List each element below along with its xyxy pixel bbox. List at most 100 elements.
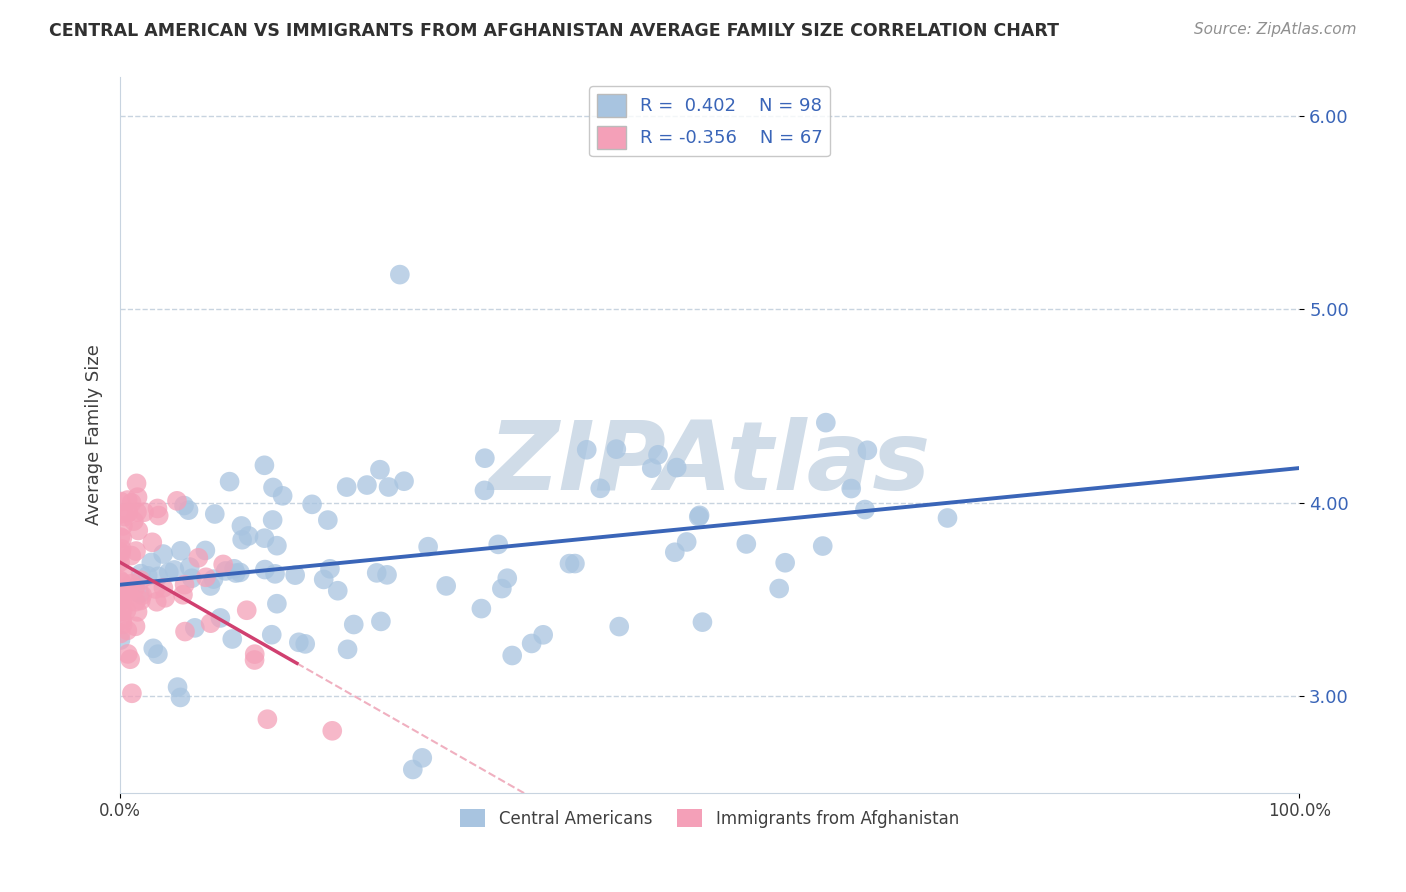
Point bbox=[129, 566, 152, 581]
Point bbox=[647, 448, 669, 462]
Point bbox=[187, 550, 209, 565]
Point bbox=[141, 535, 163, 549]
Point bbox=[204, 507, 226, 521]
Point bbox=[121, 496, 143, 510]
Point bbox=[375, 567, 398, 582]
Point bbox=[768, 582, 790, 596]
Point bbox=[474, 483, 496, 498]
Point bbox=[127, 524, 149, 538]
Point bbox=[641, 461, 664, 475]
Point bbox=[496, 571, 519, 585]
Point bbox=[262, 513, 284, 527]
Point bbox=[125, 544, 148, 558]
Point bbox=[664, 545, 686, 559]
Point bbox=[180, 571, 202, 585]
Point bbox=[575, 442, 598, 457]
Point bbox=[316, 513, 339, 527]
Point bbox=[110, 575, 132, 590]
Point bbox=[370, 615, 392, 629]
Point bbox=[128, 587, 150, 601]
Point bbox=[271, 489, 294, 503]
Point bbox=[125, 476, 148, 491]
Point bbox=[200, 616, 222, 631]
Point bbox=[115, 590, 138, 604]
Point bbox=[121, 686, 143, 700]
Point bbox=[260, 628, 283, 642]
Point bbox=[336, 480, 359, 494]
Point bbox=[136, 569, 159, 583]
Point bbox=[117, 624, 139, 638]
Point bbox=[110, 592, 132, 607]
Point bbox=[127, 490, 149, 504]
Point bbox=[692, 615, 714, 629]
Point bbox=[110, 494, 132, 508]
Text: ZIPAtlas: ZIPAtlas bbox=[488, 417, 931, 510]
Point bbox=[319, 562, 342, 576]
Point bbox=[218, 475, 240, 489]
Point bbox=[174, 624, 197, 639]
Point bbox=[145, 595, 167, 609]
Point bbox=[194, 570, 217, 584]
Point bbox=[146, 501, 169, 516]
Point bbox=[675, 535, 697, 549]
Point bbox=[343, 617, 366, 632]
Point bbox=[132, 505, 155, 519]
Point bbox=[111, 604, 134, 618]
Point bbox=[253, 563, 276, 577]
Point bbox=[253, 458, 276, 473]
Point bbox=[366, 566, 388, 580]
Point bbox=[264, 566, 287, 581]
Point bbox=[222, 562, 245, 576]
Point bbox=[689, 508, 711, 523]
Point bbox=[108, 574, 131, 588]
Point bbox=[501, 648, 523, 663]
Point bbox=[125, 595, 148, 609]
Point bbox=[411, 751, 433, 765]
Point bbox=[356, 478, 378, 492]
Point bbox=[321, 723, 343, 738]
Point bbox=[177, 503, 200, 517]
Point bbox=[607, 619, 630, 633]
Point bbox=[253, 531, 276, 545]
Point bbox=[336, 642, 359, 657]
Point bbox=[184, 621, 207, 635]
Point bbox=[110, 507, 132, 521]
Point bbox=[735, 537, 758, 551]
Point bbox=[114, 584, 136, 599]
Point bbox=[486, 537, 509, 551]
Point bbox=[117, 493, 139, 508]
Point bbox=[839, 482, 862, 496]
Point bbox=[152, 547, 174, 561]
Point bbox=[114, 509, 136, 524]
Point bbox=[214, 564, 236, 578]
Point bbox=[117, 583, 139, 598]
Point bbox=[200, 579, 222, 593]
Point bbox=[166, 680, 188, 694]
Y-axis label: Average Family Size: Average Family Size bbox=[86, 344, 103, 525]
Point bbox=[117, 505, 139, 519]
Point bbox=[146, 647, 169, 661]
Point bbox=[157, 566, 180, 580]
Point bbox=[814, 416, 837, 430]
Point bbox=[377, 480, 399, 494]
Point bbox=[531, 628, 554, 642]
Text: CENTRAL AMERICAN VS IMMIGRANTS FROM AFGHANISTAN AVERAGE FAMILY SIZE CORRELATION : CENTRAL AMERICAN VS IMMIGRANTS FROM AFGH… bbox=[49, 22, 1059, 40]
Point bbox=[110, 546, 132, 560]
Point bbox=[235, 603, 257, 617]
Point bbox=[936, 511, 959, 525]
Point bbox=[110, 605, 132, 619]
Point bbox=[294, 637, 316, 651]
Point bbox=[470, 601, 492, 615]
Point bbox=[243, 647, 266, 661]
Point bbox=[172, 588, 194, 602]
Point bbox=[229, 566, 252, 580]
Point bbox=[142, 641, 165, 656]
Point bbox=[520, 636, 543, 650]
Point bbox=[243, 653, 266, 667]
Point bbox=[120, 652, 142, 666]
Point bbox=[148, 508, 170, 523]
Point bbox=[120, 549, 142, 563]
Point bbox=[163, 563, 186, 577]
Point bbox=[111, 617, 134, 632]
Point bbox=[120, 576, 142, 591]
